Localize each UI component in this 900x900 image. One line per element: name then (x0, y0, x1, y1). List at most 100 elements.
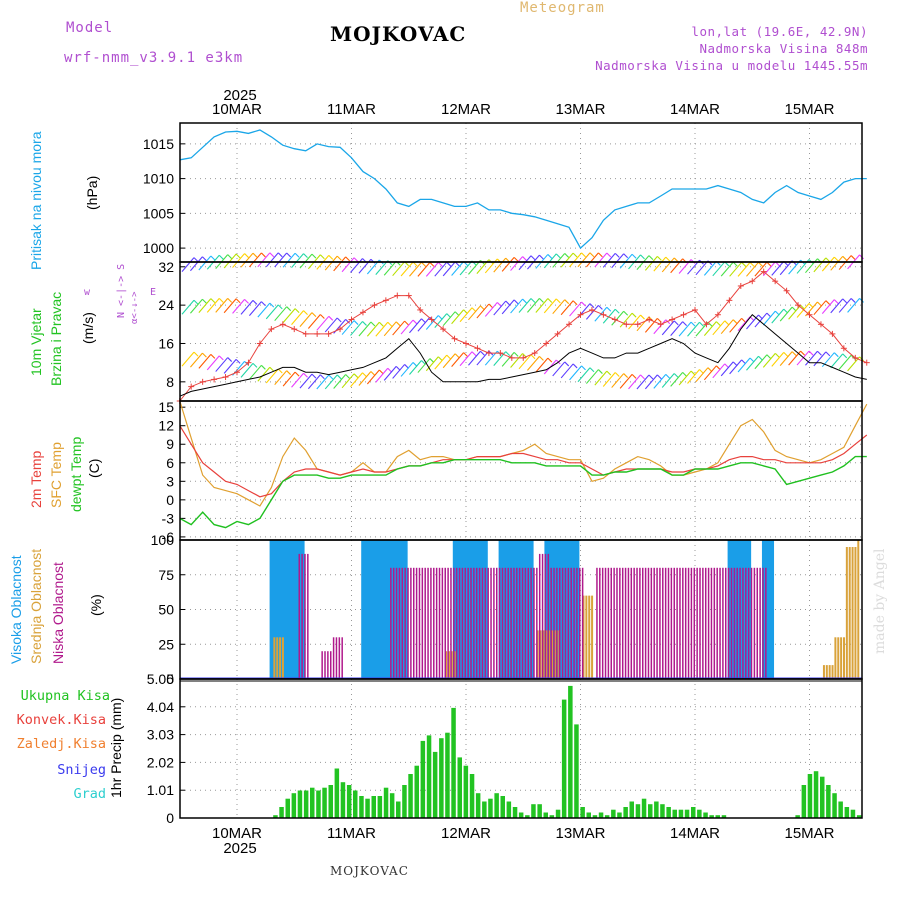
wind-barb-flag (522, 256, 527, 261)
wind-barb (653, 373, 667, 389)
wind-barb-flag (539, 254, 544, 260)
wind-barb-flag (682, 321, 688, 327)
wind-barb-flag (252, 362, 258, 368)
wind-barb-flag (741, 261, 747, 267)
temp-panel-frame (179, 400, 863, 541)
wind-barb-flag (210, 298, 216, 304)
wind-barb (190, 256, 203, 272)
wind-barb (198, 255, 212, 271)
wind-barb (190, 298, 203, 314)
precip-bar (353, 790, 358, 818)
wind-barb-flag (690, 370, 696, 376)
wind-barb (434, 354, 448, 370)
wind-barb (569, 252, 582, 268)
model-label: Model (66, 20, 114, 36)
wind-barb (181, 299, 195, 315)
wind-barb-flag (606, 252, 612, 258)
wind-barb-flag (421, 261, 426, 267)
wind-barb (813, 351, 827, 367)
wind-barb-flag (555, 298, 561, 304)
wind-barb (805, 258, 818, 274)
wind-barb-flag (353, 257, 359, 263)
wind-barb-flag (774, 353, 780, 358)
wind-barb-flag (345, 374, 351, 379)
precip-bar (648, 804, 653, 818)
y-tick-label: -3 (162, 510, 175, 526)
y-tick-label: 6 (166, 455, 174, 471)
wind-barb-flag (699, 321, 704, 327)
wind-barb (771, 308, 785, 324)
wind-barb (779, 306, 793, 322)
wind-barb (577, 367, 591, 383)
wind-compass-e: E (150, 287, 157, 298)
wind-barb-flag (623, 310, 629, 316)
bottom-day-label: 10MAR (212, 825, 262, 842)
wind-barb-flag (758, 355, 763, 361)
precip-bar (426, 735, 432, 818)
wind-barb (316, 315, 330, 331)
wind-barb-flag (513, 299, 519, 305)
wind-barb (644, 318, 658, 333)
wind-barb (720, 319, 734, 335)
wind-barb (746, 355, 759, 371)
wind-barb-flag (463, 352, 468, 358)
wind-barb (678, 321, 692, 337)
precip-bar (617, 812, 622, 818)
precip-bar (463, 765, 469, 818)
legend-snow: Snijeg (57, 762, 106, 778)
wind-barb-flag (539, 355, 544, 361)
wind-barb (838, 354, 852, 370)
legend-conv-rain: Konvek.Kisa (16, 712, 106, 728)
wind-barb (442, 261, 456, 277)
wind-barb-flag (758, 261, 763, 267)
precip-bar (592, 815, 598, 818)
wind-barb (232, 253, 245, 268)
wind-barb (552, 299, 566, 315)
precip-bar (340, 782, 346, 818)
wind-barb (468, 305, 481, 321)
wind-barb-flag (817, 301, 822, 307)
wind-barb (333, 374, 347, 389)
wind-barb-flag (269, 302, 275, 308)
wind-barb (703, 261, 717, 276)
wind-barb (636, 374, 650, 390)
wind-barb-flag (404, 320, 410, 326)
bottom-day-label: 13MAR (555, 825, 605, 842)
wind-barb-flag (244, 360, 249, 366)
wind-barb (265, 252, 279, 268)
wind-barb-flag (328, 374, 334, 380)
wind-barb-flag (336, 317, 342, 323)
wind-barb (754, 312, 768, 328)
precip-bar (383, 787, 389, 818)
precip-bar (678, 809, 684, 818)
wind-barb-flag (791, 351, 797, 356)
wind-barb-flag (311, 312, 317, 317)
wind-barb-flag (345, 256, 351, 262)
wind-barb (518, 354, 532, 370)
precip-bar (709, 815, 714, 818)
wind-barb-flag (328, 315, 334, 321)
wind-barb-flag (808, 350, 814, 356)
y-tick-label: 1015 (143, 136, 174, 152)
wind-barb (248, 301, 262, 317)
precip-bar (697, 809, 702, 818)
precip-bar (549, 815, 555, 818)
wind-barb (813, 257, 827, 273)
wind-barb (358, 371, 372, 386)
precip-bar (346, 785, 352, 818)
wind-barb-flag (614, 372, 620, 377)
wind-barb (206, 355, 220, 371)
wind-barb (737, 316, 751, 332)
wind-barb (653, 319, 667, 335)
wind-barb (543, 253, 557, 269)
wind-barb (661, 373, 675, 388)
wind-barb-flag (648, 255, 654, 260)
wind-barb-flag (530, 255, 536, 261)
wind-barb-flag (598, 304, 603, 310)
wind-barb-flag (336, 255, 342, 261)
y-tick-label: 100 (151, 532, 175, 548)
wind-barb (661, 320, 675, 336)
wind-barb-flag (572, 252, 578, 258)
wind-barb (459, 260, 473, 276)
wind-barb (661, 257, 675, 273)
